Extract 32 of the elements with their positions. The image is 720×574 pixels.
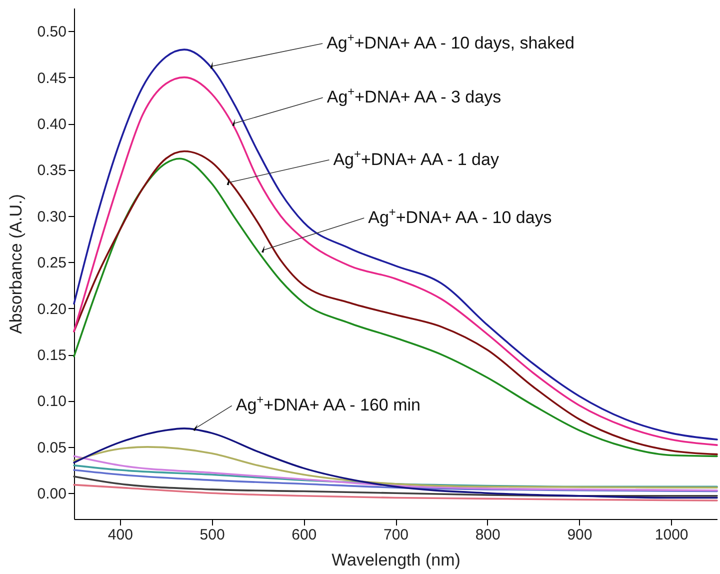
line-series xyxy=(73,484,718,502)
line-series xyxy=(73,428,718,499)
y-tick-label: 0.50 xyxy=(37,24,66,41)
annotation: Ag$^{+}$+DNA+ AA - 10 days xyxy=(368,205,552,228)
y-tick-label: 0.45 xyxy=(37,70,66,87)
y-tick-label: 0.25 xyxy=(37,254,66,272)
x-tick-label: 700 xyxy=(383,526,409,544)
x-tick-label: 1000 xyxy=(654,526,688,544)
y-tick-label: 0.40 xyxy=(37,116,66,134)
line-series xyxy=(73,446,718,488)
y-axis-title: Absorbance (A.U.) xyxy=(6,194,26,334)
y-tick-label: 0.20 xyxy=(37,300,66,318)
line-series xyxy=(73,464,718,488)
y-tick-label: 0.15 xyxy=(37,347,66,364)
annotation: Ag$^{+}$+DNA+ AA - 3 days xyxy=(326,84,502,107)
annotation: Ag$^{+}$+DNA+ AA - 10 days, shaked xyxy=(326,30,575,52)
x-tick-label: 500 xyxy=(200,526,225,544)
y-tick-label: 0.00 xyxy=(37,486,66,503)
y-tick-label: 0.05 xyxy=(37,439,66,456)
y-tick-label: 0.35 xyxy=(37,162,66,180)
x-axis-title: Wavelength (nm) xyxy=(332,550,460,570)
x-tick-label: 900 xyxy=(567,526,592,544)
y-tick-label: 0.30 xyxy=(37,208,66,226)
line-series xyxy=(73,469,718,492)
annotation: Ag$^{+}$+DNA+ AA - 1 day xyxy=(333,146,500,169)
x-tick-label: 400 xyxy=(108,526,133,544)
line-series xyxy=(73,455,718,492)
y-tick-label: 0.10 xyxy=(37,393,66,410)
x-tick-label: 600 xyxy=(292,526,317,544)
line-series xyxy=(73,476,718,497)
x-tick-label: 800 xyxy=(475,526,500,544)
annotation: Ag$^{+}$+DNA+ AA - 160 min xyxy=(236,392,420,415)
